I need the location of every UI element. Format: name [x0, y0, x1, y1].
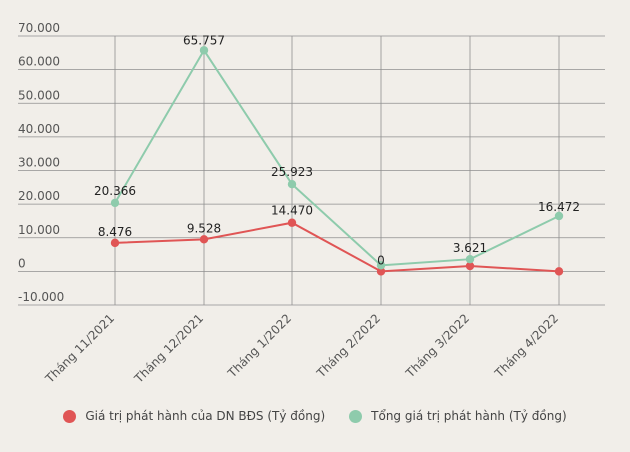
- x-tick-label: Tháng 3/2022: [402, 311, 472, 381]
- data-label: 65.757: [183, 33, 225, 47]
- series-line: [114, 48, 560, 267]
- data-label: 20.366: [94, 184, 136, 198]
- data-label: 25.923: [271, 165, 313, 179]
- data-point: [465, 254, 475, 264]
- data-point: [110, 198, 120, 208]
- data-point: [465, 261, 475, 271]
- y-tick-label: 70.000: [18, 21, 60, 35]
- data-point: [199, 46, 209, 55]
- y-tick-label: 0: [18, 256, 26, 270]
- data-point: [287, 218, 297, 227]
- legend-item-total-value: Tổng giá trị phát hành (Tỷ đồng): [349, 409, 567, 423]
- data-point: [199, 235, 209, 244]
- legend-label: Giá trị phát hành của DN BĐS (Tỷ đồng): [85, 409, 326, 423]
- y-tick-label: 50.000: [18, 88, 60, 102]
- data-point: [554, 267, 564, 276]
- data-label: 0: [377, 253, 385, 267]
- data-label: 3.621: [453, 241, 487, 255]
- data-point: [287, 180, 297, 189]
- data-label: 16.472: [538, 200, 580, 214]
- data-label: 8.476: [98, 225, 132, 239]
- legend-item-issuer-value: Giá trị phát hành của DN BĐS (Tỷ đồng): [63, 409, 325, 423]
- y-tick-label: 60.000: [18, 55, 60, 69]
- legend-swatch-red: [63, 409, 77, 423]
- x-tick-label: Tháng 11/2021: [42, 311, 117, 386]
- data-point: [376, 261, 386, 270]
- legend: Giá trị phát hành của DN BĐS (Tỷ đồng) T…: [0, 404, 630, 428]
- y-tick-label: -10.000: [18, 290, 64, 304]
- x-tick-label: Tháng 2/2022: [313, 311, 383, 381]
- series-line: [114, 221, 560, 273]
- data-point: [110, 238, 120, 248]
- data-point: [554, 211, 564, 221]
- y-tick-label: 10.000: [18, 223, 60, 237]
- data-point: [376, 267, 386, 276]
- x-tick-label: Tháng 12/2021: [131, 311, 206, 386]
- y-tick-label: 30.000: [18, 156, 60, 170]
- x-tick-label: Tháng 4/2022: [491, 311, 561, 381]
- data-label: 9.528: [187, 221, 221, 235]
- legend-swatch-green: [349, 409, 363, 423]
- line-layer: [110, 46, 564, 276]
- y-tick-label: 20.000: [18, 189, 60, 203]
- legend-label: Tổng giá trị phát hành (Tỷ đồng): [371, 409, 567, 423]
- x-tick-label: Tháng 1/2022: [224, 311, 294, 381]
- label-layer: 8.476 9.528 14.470 20.366 65.757 25.923 0 3.621…: [94, 33, 580, 267]
- data-label: 14.470: [271, 204, 313, 218]
- y-tick-label: 40.000: [18, 122, 60, 136]
